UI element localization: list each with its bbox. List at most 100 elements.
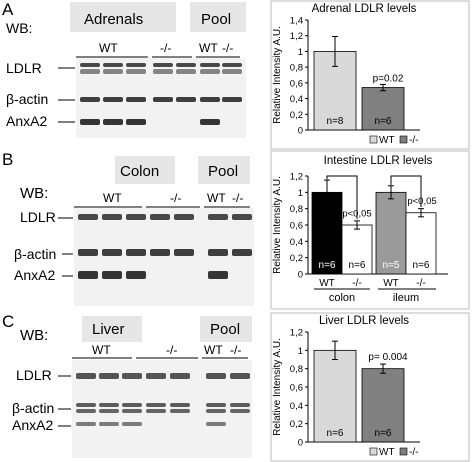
blot-band <box>103 69 123 74</box>
band-label: AnxA2 <box>12 417 53 433</box>
blot-band <box>153 97 173 102</box>
pool-label-ko: -/- <box>230 343 241 357</box>
blot-band <box>174 214 194 220</box>
blot-band <box>208 271 228 279</box>
tissue-box <box>82 316 142 342</box>
blot-band <box>103 119 123 125</box>
y-tick-label: 0,4 <box>290 401 303 412</box>
pool-box <box>190 2 246 32</box>
y-tick-label: 0,8 <box>290 204 303 215</box>
x-tick-label: -/- <box>352 278 361 289</box>
group-label-wt: WT <box>92 343 111 357</box>
bands <box>76 373 250 426</box>
y-tick-label: 0,6 <box>290 221 303 232</box>
pool-box <box>200 316 252 342</box>
y-tick-label: 0,2 <box>290 110 303 121</box>
p-value: p<0,05 <box>407 196 436 207</box>
blot-band <box>176 63 196 67</box>
blot-band <box>103 63 123 67</box>
blot-band <box>122 373 142 379</box>
panel-letter: A <box>2 0 14 19</box>
blot-band <box>230 373 250 379</box>
blot-band <box>126 69 146 74</box>
blot-band <box>126 249 146 256</box>
band-label: AnxA2 <box>14 267 55 283</box>
bar <box>341 224 373 275</box>
bands <box>80 63 242 125</box>
blot-band <box>122 409 142 413</box>
blot-band <box>102 271 122 279</box>
blot-band <box>126 97 146 102</box>
wb-label: WB: <box>6 20 32 36</box>
group-label-wt: WT <box>103 191 122 205</box>
chart-b: Intestine LDLR levels Relative Intensity … <box>270 150 470 310</box>
group-label: colon <box>329 292 355 304</box>
chart-title: Adrenal LDLR levels <box>312 3 417 15</box>
y-tick-label: 0 <box>298 126 303 137</box>
western-blot-c: WB: Liver Pool WT -/- WT -/- LDLR β-acti… <box>12 316 252 458</box>
group-label-ko: -/- <box>166 343 177 357</box>
bar <box>313 349 357 443</box>
x-tick-label: WT <box>383 278 399 289</box>
y-tick-label: 0,4 <box>290 94 303 105</box>
blot-band <box>146 409 166 413</box>
pool-label-wt: WT <box>207 191 226 205</box>
pool-label-wt: WT <box>204 343 223 357</box>
blot-band <box>222 69 242 74</box>
blot-band <box>78 249 98 256</box>
n-label: n=6 <box>375 428 392 439</box>
pool-label: Pool <box>201 11 231 28</box>
legend-label-wt: WT <box>379 135 395 146</box>
y-tick-label: 1 <box>298 346 303 357</box>
blot-band <box>200 119 220 125</box>
blot-band <box>146 403 166 407</box>
blot-band <box>153 63 173 67</box>
blot-band <box>232 249 252 256</box>
tissue-label: Adrenals <box>84 11 143 28</box>
blot-band <box>76 373 96 379</box>
blot-band <box>122 422 142 426</box>
blot-band <box>126 63 146 67</box>
wb-label: WB: <box>20 185 48 202</box>
blot-band <box>126 119 146 125</box>
panel-letter: B <box>2 150 14 169</box>
significance-bracket <box>390 175 422 208</box>
group-label: ileum <box>393 292 419 304</box>
tissue-box <box>115 156 175 184</box>
band-label: β-actin <box>14 246 56 262</box>
panel-c: C WB: Liver Pool WT -/- WT -/- LDLR β-ac… <box>0 312 474 462</box>
y-tick-label: 1,2 <box>290 328 303 339</box>
blot-band <box>170 403 190 407</box>
n-label: n=6 <box>413 260 430 271</box>
x-tick-label: -/- <box>416 278 425 289</box>
y-axis-label: Relative Intensity A.U. <box>272 338 283 436</box>
tissue-label: Liver <box>92 321 125 338</box>
legend-label-ko: -/- <box>409 135 418 146</box>
pool-label-ko: -/- <box>222 41 233 55</box>
band-label: LDLR <box>20 209 56 225</box>
blot-band <box>153 69 173 74</box>
p-value: p= 0.004 <box>368 352 408 363</box>
blot-band <box>99 422 119 426</box>
n-label: n=6 <box>375 116 392 127</box>
blot-band <box>232 214 252 220</box>
blot-band <box>222 97 242 102</box>
panel-a: A WB: Adrenals Pool WT -/- WT -/- LDLR β… <box>0 0 474 150</box>
legend-label-wt: WT <box>379 447 395 458</box>
p-value: p<0,05 <box>342 208 371 219</box>
blot-band <box>176 97 196 102</box>
blot-band <box>103 97 123 102</box>
blot-band <box>80 63 100 67</box>
y-tick-label: 1,2 <box>290 172 303 183</box>
tissue-box <box>70 2 176 32</box>
blot-band <box>230 403 250 407</box>
bar <box>311 191 343 275</box>
blot-band <box>176 69 196 74</box>
y-tick-label: 0,4 <box>290 237 303 248</box>
blot-band <box>230 409 250 413</box>
band-label: LDLR <box>6 60 42 76</box>
n-label: n=6 <box>319 260 336 271</box>
blot-band <box>206 422 226 426</box>
blot-band <box>208 249 228 256</box>
group-label-ko: -/- <box>170 191 181 205</box>
